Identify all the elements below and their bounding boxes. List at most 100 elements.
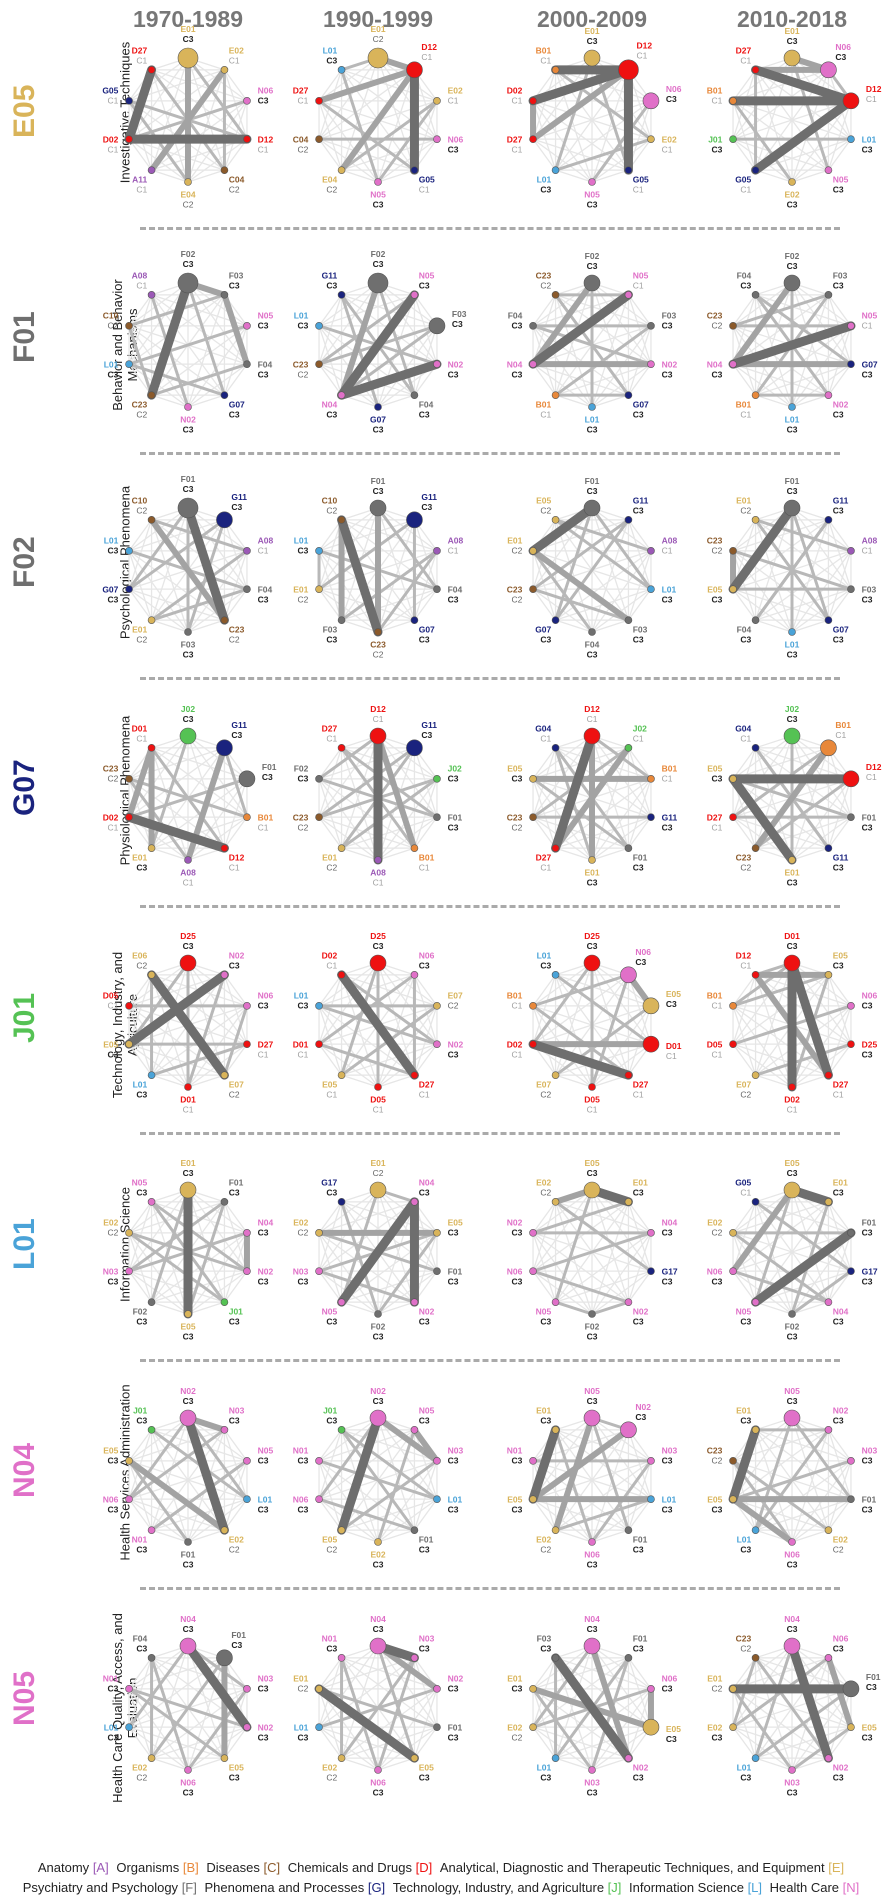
term-node	[410, 291, 419, 299]
node-label: D02	[103, 135, 119, 145]
background-link	[128, 735, 189, 818]
background-link	[532, 294, 629, 327]
node-label: D12	[258, 135, 274, 145]
background-link	[755, 1301, 793, 1315]
node-cluster-label: C3	[229, 409, 240, 419]
background-link	[318, 735, 379, 818]
node-cluster-label: C1	[183, 878, 194, 888]
term-node	[337, 1754, 346, 1762]
node-label: D27	[707, 813, 723, 823]
term-node	[125, 1267, 133, 1275]
node-label: E01	[370, 24, 385, 34]
term-node	[824, 1071, 833, 1079]
background-link	[791, 619, 829, 633]
node-label: N06	[507, 1267, 523, 1277]
node-label: F03	[229, 271, 244, 281]
term-node	[220, 1754, 229, 1762]
background-link	[187, 1757, 225, 1771]
node-label: N04	[662, 1217, 678, 1227]
row-code: N05	[8, 1670, 41, 1726]
background-link	[532, 1270, 593, 1315]
node-cluster-label: C1	[373, 714, 384, 724]
term-node	[433, 1495, 441, 1503]
node-cluster-label: C1	[326, 1089, 337, 1099]
term-node	[125, 360, 133, 368]
node-cluster-label: C3	[787, 650, 798, 660]
term-node	[783, 49, 801, 67]
row-separator	[140, 1359, 840, 1362]
node-cluster-label: C1	[712, 823, 723, 833]
background-link	[555, 394, 593, 408]
term-node	[551, 1198, 560, 1206]
background-link	[555, 1429, 629, 1531]
node-label: E02	[536, 1534, 551, 1544]
background-link	[128, 138, 153, 171]
term-node	[824, 844, 833, 852]
legend-entry: Organisms [B]	[116, 1860, 198, 1875]
legend-category-name: Phenomena and Processes	[204, 1880, 365, 1895]
node-label: G07	[229, 399, 245, 409]
background-link	[555, 1726, 652, 1759]
co-occurrence-link	[790, 1416, 853, 1501]
node-cluster-label: C3	[740, 1416, 751, 1426]
node-label: G05	[102, 85, 118, 95]
node-label: N06	[635, 947, 651, 957]
node-label: G11	[322, 271, 338, 281]
term-node	[551, 66, 560, 74]
node-cluster-label: C1	[740, 961, 751, 971]
background-link	[532, 1498, 593, 1543]
background-link	[532, 747, 557, 818]
background-link	[755, 363, 852, 396]
node-cluster-label: C3	[108, 1277, 119, 1287]
node-label: A11	[132, 174, 147, 184]
node-label: D25	[180, 931, 196, 941]
node-label: N05	[419, 271, 435, 281]
background-link	[555, 169, 593, 183]
background-link	[827, 1429, 852, 1462]
co-occurrence-link	[731, 99, 794, 184]
node-label: B01	[419, 852, 435, 862]
background-link	[318, 1429, 343, 1462]
term-node	[433, 1002, 441, 1010]
term-node	[751, 516, 760, 524]
background-link	[223, 1043, 248, 1076]
row-separator	[140, 905, 840, 908]
node-cluster-label: C3	[421, 502, 432, 512]
node-cluster-label: C3	[512, 1277, 523, 1287]
node-label: N06	[258, 990, 274, 1000]
node-label: D05	[370, 1095, 386, 1105]
term-node	[824, 516, 833, 524]
term-node	[788, 403, 796, 411]
co-occurrence-link	[531, 961, 594, 1046]
background-link	[627, 1498, 652, 1531]
term-node	[551, 1754, 560, 1762]
node-cluster-label: C2	[740, 1644, 751, 1654]
background-link	[318, 138, 343, 171]
background-link	[732, 1201, 757, 1234]
node-label: F01	[448, 1723, 463, 1733]
network-graph: E05C3E01C3N04C3G17C3N02C3F02C3N05C3N06C3…	[507, 1158, 678, 1342]
co-occurrence-link	[222, 1004, 249, 1077]
network-graph: F01C3G11C3A08C1F04C3C23C2F03C3E01C2G07C3…	[102, 474, 273, 660]
node-cluster-label: C3	[419, 1316, 430, 1326]
node-cluster-label: C2	[136, 634, 147, 644]
term-node	[847, 360, 855, 368]
background-link	[591, 1757, 629, 1771]
term-node	[220, 291, 229, 299]
node-label: G04	[535, 724, 551, 734]
node-label: D27	[507, 135, 523, 145]
co-occurrence-link	[730, 280, 795, 368]
term-node	[751, 1526, 760, 1534]
term-node	[588, 856, 596, 864]
node-label: N05	[584, 1386, 600, 1396]
node-label: D12	[370, 704, 386, 714]
background-link	[223, 138, 248, 171]
node-cluster-label: C3	[587, 425, 598, 435]
background-link	[341, 69, 438, 102]
network-graph: D25C3N02C3N06C3D27C1E07C2D01C1L01C3E05C3…	[103, 931, 274, 1115]
term-node	[315, 322, 323, 330]
co-occurrence-link	[528, 1039, 633, 1080]
node-cluster-label: C1	[108, 95, 119, 105]
co-occurrence-link	[376, 1428, 416, 1544]
node-cluster-label: C1	[326, 961, 337, 971]
